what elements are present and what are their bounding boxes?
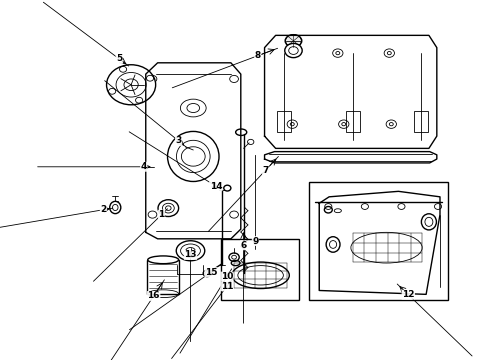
Ellipse shape — [158, 200, 178, 216]
Text: 3: 3 — [175, 136, 182, 145]
Text: 12: 12 — [401, 290, 414, 299]
Ellipse shape — [167, 131, 219, 181]
Text: 11: 11 — [220, 282, 233, 291]
Text: 6: 6 — [240, 241, 246, 250]
Text: 1: 1 — [158, 210, 164, 219]
Ellipse shape — [285, 35, 301, 47]
Ellipse shape — [325, 237, 339, 252]
Polygon shape — [145, 63, 240, 239]
Text: 7: 7 — [262, 166, 268, 175]
Bar — [413, 111, 427, 132]
Circle shape — [203, 270, 211, 276]
Polygon shape — [264, 35, 436, 148]
Text: 5: 5 — [116, 54, 122, 63]
Text: 14: 14 — [209, 182, 222, 191]
Ellipse shape — [176, 241, 204, 261]
Ellipse shape — [231, 262, 289, 289]
Text: 9: 9 — [252, 237, 258, 246]
Ellipse shape — [147, 256, 178, 264]
Text: 10: 10 — [220, 272, 233, 281]
Text: 4: 4 — [140, 162, 147, 171]
Ellipse shape — [224, 185, 230, 191]
Bar — [345, 111, 359, 132]
Polygon shape — [264, 152, 436, 163]
Circle shape — [228, 253, 239, 261]
Text: 2: 2 — [100, 205, 106, 214]
Polygon shape — [319, 191, 439, 294]
Text: 13: 13 — [184, 251, 196, 260]
Circle shape — [106, 65, 155, 105]
Text: 8: 8 — [254, 51, 261, 60]
Bar — [277, 111, 291, 132]
Ellipse shape — [109, 201, 121, 213]
Circle shape — [284, 44, 302, 58]
Ellipse shape — [421, 214, 435, 230]
Bar — [309, 182, 447, 300]
Text: 16: 16 — [147, 292, 160, 301]
Ellipse shape — [235, 129, 246, 135]
Bar — [146, 260, 179, 294]
Bar — [221, 239, 298, 300]
Text: 15: 15 — [204, 267, 217, 276]
